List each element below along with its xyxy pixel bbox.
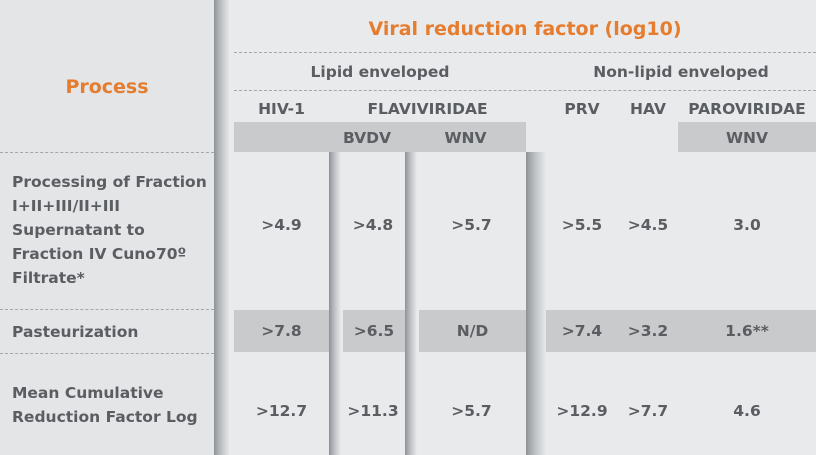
flaviviridae-subheader-band: [234, 122, 526, 152]
cell-r2-bvdv: >6.5: [353, 322, 395, 340]
divider-shadow-bvdv: [329, 152, 341, 455]
title-divider: [234, 52, 816, 53]
cell-r3-bvdv: >11.3: [347, 402, 399, 420]
row-label-pasteurization: Pasteurization: [12, 323, 139, 341]
process-column-panel: [0, 0, 214, 455]
row1-divider-left: [0, 309, 214, 310]
process-header: Process: [65, 76, 149, 98]
cell-r1-hiv1: >4.9: [261, 216, 302, 234]
cell-r2-parvo: 1.6**: [725, 322, 769, 340]
lipid-enveloped-header: Lipid enveloped: [310, 63, 450, 81]
cell-r3-parvo: 4.6: [733, 402, 761, 420]
divider-shadow-wnv: [405, 152, 417, 455]
table-title: Viral reduction factor (log10): [368, 18, 682, 40]
nonlipid-enveloped-header: Non-lipid enveloped: [593, 63, 769, 81]
cell-r2-prv: >7.4: [561, 322, 603, 340]
cell-r3-hiv1: >12.7: [255, 402, 308, 420]
cell-r1-bvdv: >4.8: [352, 216, 394, 234]
col-paroviridae: PAROVIRIDAE: [688, 100, 806, 118]
col-bvdv: BVDV: [342, 129, 392, 147]
cell-r1-prv: >5.5: [561, 216, 603, 234]
cell-r2-hiv1: >7.8: [261, 322, 302, 340]
cell-r1-wnv: >5.7: [451, 216, 492, 234]
cell-r3-wnv: >5.7: [451, 402, 492, 420]
col-hiv1: HIV-1: [258, 100, 305, 118]
cell-r1-parvo: 3.0: [733, 216, 761, 234]
cell-r2-wnv: N/D: [456, 322, 489, 340]
col-wnv: WNV: [444, 129, 487, 147]
cell-r3-prv: >12.9: [556, 402, 608, 420]
group-divider: [234, 90, 816, 91]
col-hav: HAV: [630, 100, 666, 118]
row-label-mean-cumulative: Mean Cumulative Reduction Factor Log: [12, 384, 198, 426]
row2-divider-left: [0, 353, 214, 354]
divider-shadow-nonlipid: [526, 152, 546, 455]
col-prv: PRV: [564, 100, 600, 118]
paroviridae-subheader-band: [678, 122, 816, 152]
cell-r2-hav: >3.2: [627, 322, 669, 340]
header-divider-left: [0, 152, 214, 153]
cell-r3-hav: >7.7: [627, 402, 669, 420]
row-label-processing: Processing of Fraction I+II+III/II+III S…: [12, 173, 207, 287]
col-flaviviridae: FLAVIVIRIDAE: [367, 100, 488, 118]
divider-shadow-main: [214, 0, 230, 455]
cell-r1-hav: >4.5: [627, 216, 669, 234]
col-paroviridae-wnv: WNV: [725, 129, 769, 147]
